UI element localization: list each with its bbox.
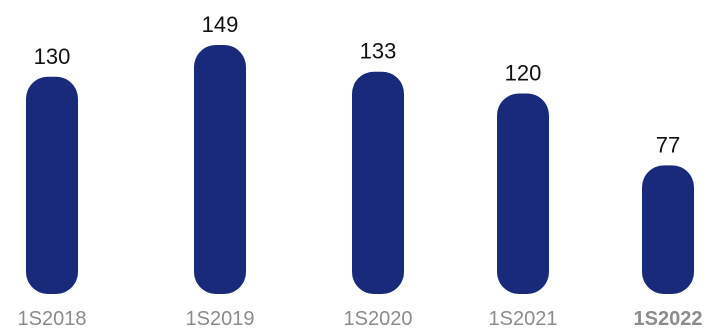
- value-label-1S2020: 133: [360, 39, 397, 64]
- category-label-1S2018: 1S2018: [18, 308, 87, 330]
- value-label-1S2018: 130: [34, 44, 71, 69]
- category-label-1S2021: 1S2021: [489, 308, 558, 330]
- value-label-1S2022: 77: [656, 132, 680, 157]
- category-label-1S2020: 1S2020: [344, 308, 413, 330]
- value-label-1S2021: 120: [505, 60, 542, 85]
- bar-1S2019: [194, 45, 246, 294]
- bar-1S2022: [642, 165, 694, 294]
- bar-1S2021: [497, 93, 549, 294]
- value-label-1S2019: 149: [202, 12, 239, 37]
- category-label-1S2019: 1S2019: [186, 308, 255, 330]
- bar-1S2018: [26, 76, 78, 294]
- category-labels-layer: 1S2018 1S2019 1S2020 1S2021 1S2022: [18, 308, 703, 330]
- value-labels-layer: 130 149 133 120 77: [34, 12, 681, 157]
- bars-layer: [26, 45, 694, 295]
- category-label-1S2022: 1S2022: [634, 308, 703, 330]
- bar-1S2020: [352, 71, 404, 295]
